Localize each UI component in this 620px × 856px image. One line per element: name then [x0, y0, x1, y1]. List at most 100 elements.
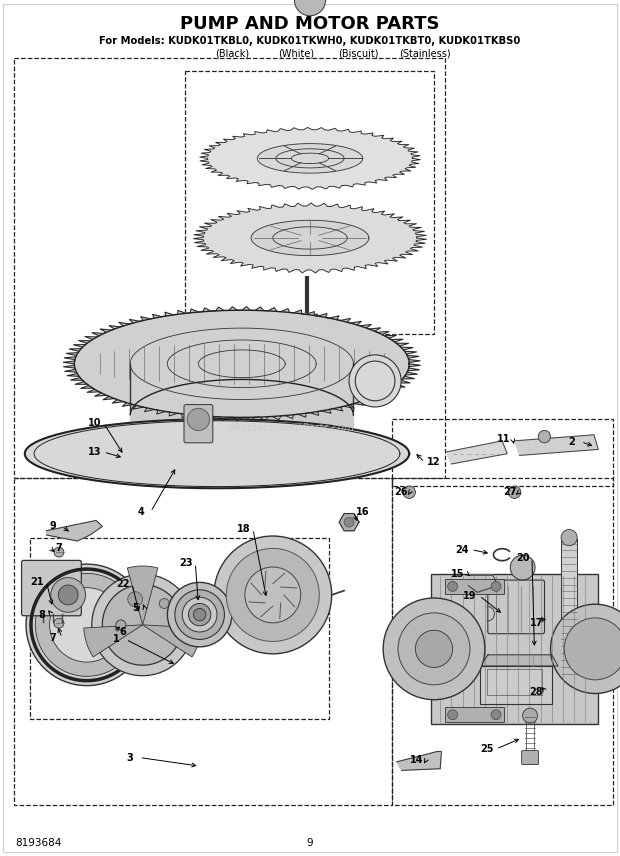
Text: 14: 14 — [410, 755, 423, 765]
Circle shape — [116, 620, 126, 630]
Polygon shape — [251, 220, 369, 256]
Circle shape — [383, 598, 485, 699]
Text: 24: 24 — [455, 544, 469, 555]
Text: 3: 3 — [127, 752, 133, 763]
Circle shape — [92, 574, 193, 675]
Bar — [445, 707, 504, 722]
Text: 10: 10 — [87, 418, 101, 428]
Circle shape — [561, 530, 577, 545]
Text: 8: 8 — [38, 609, 46, 620]
Text: 21: 21 — [30, 577, 44, 587]
Wedge shape — [127, 566, 158, 625]
Circle shape — [35, 574, 138, 676]
Text: PUMP AND MOTOR PARTS: PUMP AND MOTOR PARTS — [180, 15, 440, 33]
Text: (Black): (Black) — [215, 48, 250, 58]
Circle shape — [175, 590, 224, 639]
Circle shape — [398, 613, 470, 685]
Text: 7: 7 — [56, 543, 62, 553]
Circle shape — [245, 567, 301, 623]
Circle shape — [54, 547, 64, 557]
Text: 22: 22 — [116, 579, 130, 589]
Text: 20: 20 — [516, 553, 529, 563]
Polygon shape — [193, 203, 427, 273]
FancyBboxPatch shape — [488, 580, 544, 633]
Bar — [561, 539, 577, 676]
Text: 9: 9 — [50, 521, 56, 532]
Bar — [14, 58, 445, 478]
Circle shape — [491, 581, 501, 591]
Circle shape — [26, 564, 148, 686]
Polygon shape — [446, 441, 507, 464]
Polygon shape — [25, 419, 409, 488]
Circle shape — [349, 355, 401, 407]
Circle shape — [58, 585, 78, 605]
Circle shape — [214, 536, 332, 654]
Wedge shape — [143, 625, 202, 657]
Text: 18: 18 — [237, 524, 250, 534]
Circle shape — [551, 604, 620, 693]
Circle shape — [508, 486, 521, 498]
Polygon shape — [480, 666, 552, 704]
Circle shape — [491, 710, 501, 720]
Text: 2: 2 — [569, 437, 575, 447]
Polygon shape — [480, 655, 558, 666]
Bar — [431, 574, 598, 724]
Circle shape — [294, 0, 326, 15]
FancyBboxPatch shape — [521, 751, 539, 764]
Text: 11: 11 — [497, 434, 510, 444]
Circle shape — [120, 584, 151, 615]
Text: 17: 17 — [529, 618, 543, 628]
Circle shape — [128, 591, 143, 607]
Polygon shape — [515, 435, 598, 455]
Circle shape — [102, 585, 183, 665]
Circle shape — [510, 556, 535, 580]
FancyBboxPatch shape — [184, 405, 213, 443]
Polygon shape — [397, 752, 441, 770]
Circle shape — [51, 578, 86, 612]
Circle shape — [448, 710, 458, 720]
Text: 8193684: 8193684 — [16, 838, 62, 848]
Bar — [392, 419, 613, 486]
Text: (Stainless): (Stainless) — [399, 48, 451, 58]
Polygon shape — [200, 128, 420, 189]
Text: 23: 23 — [179, 558, 193, 568]
Text: (Biscuit): (Biscuit) — [338, 48, 379, 58]
Circle shape — [188, 603, 211, 626]
Circle shape — [167, 582, 232, 647]
Circle shape — [523, 708, 538, 723]
Polygon shape — [339, 514, 359, 531]
Text: (White): (White) — [278, 48, 314, 58]
Circle shape — [344, 517, 354, 527]
Circle shape — [54, 618, 64, 628]
Bar — [445, 579, 504, 594]
Text: 26: 26 — [394, 487, 407, 497]
FancyBboxPatch shape — [22, 561, 81, 615]
Text: 12: 12 — [427, 457, 441, 467]
Circle shape — [193, 609, 206, 621]
Polygon shape — [74, 310, 409, 418]
Bar — [185, 71, 434, 334]
Bar — [14, 478, 392, 805]
Circle shape — [226, 549, 319, 641]
Circle shape — [415, 630, 453, 668]
Text: 4: 4 — [138, 507, 144, 517]
Text: 28: 28 — [529, 687, 543, 697]
Circle shape — [50, 588, 124, 662]
Circle shape — [538, 431, 551, 443]
Text: 9: 9 — [307, 838, 313, 848]
Text: 7: 7 — [50, 633, 56, 643]
Bar — [30, 538, 329, 719]
Text: For Models: KUDK01TKBL0, KUDK01TKWH0, KUDK01TKBT0, KUDK01TKBS0: For Models: KUDK01TKBL0, KUDK01TKWH0, KU… — [99, 36, 521, 46]
Text: eReplacementParts.com: eReplacementParts.com — [228, 423, 355, 433]
Circle shape — [448, 581, 458, 591]
Bar — [153, 589, 165, 608]
Bar — [392, 478, 613, 805]
Circle shape — [403, 486, 415, 498]
Circle shape — [182, 597, 217, 632]
Polygon shape — [63, 306, 420, 421]
Bar — [487, 669, 542, 695]
Polygon shape — [130, 364, 353, 428]
Text: 19: 19 — [463, 591, 477, 601]
Text: 27: 27 — [503, 487, 516, 497]
Circle shape — [187, 408, 210, 431]
